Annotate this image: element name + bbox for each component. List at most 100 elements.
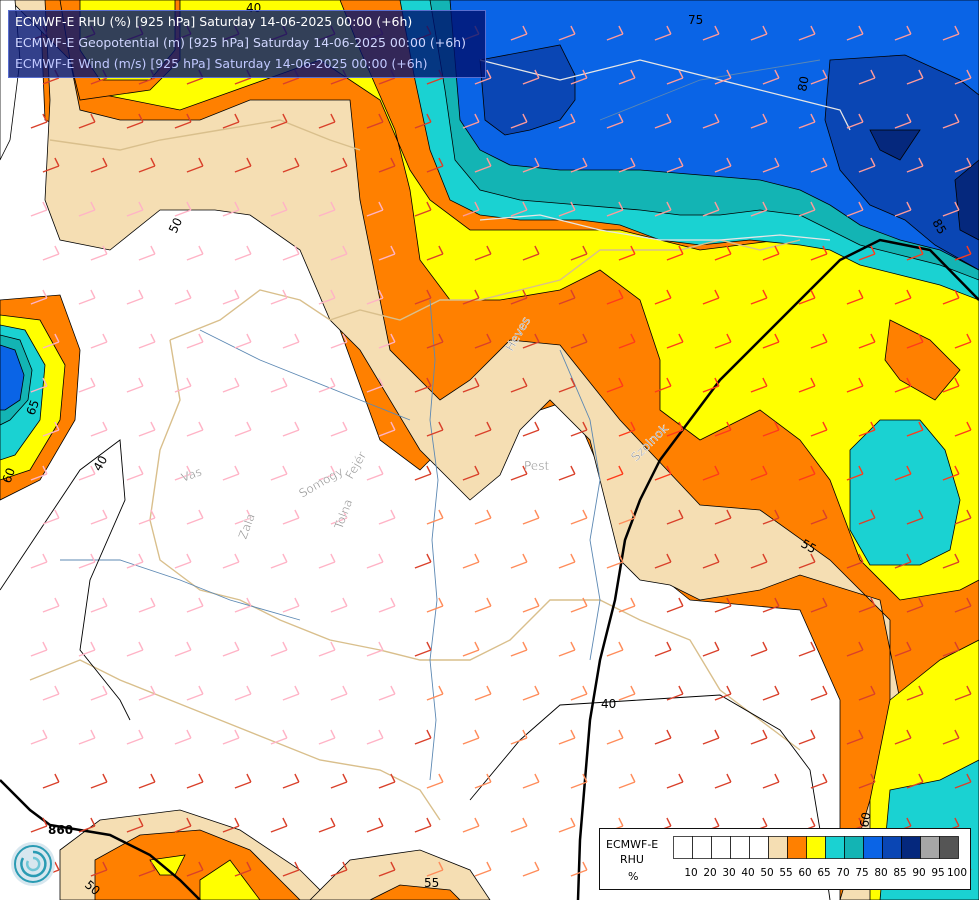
wind-barb [222, 553, 240, 569]
yellow-bottom-2 [199, 859, 261, 900]
border-line [49, 119, 361, 151]
wind-barb [462, 113, 480, 129]
contour-label: 65 [24, 398, 42, 417]
legend-tick-label: 10 [684, 867, 698, 879]
wind-barb [846, 289, 864, 305]
wind-barb [186, 157, 204, 173]
wind-barb [654, 377, 672, 393]
wind-barb [282, 773, 300, 789]
wind-barb [462, 729, 480, 745]
wind-barb [138, 685, 156, 701]
wind-barb [954, 333, 972, 349]
wind-barb [858, 597, 876, 613]
wind-barb [750, 377, 768, 393]
wind-barb [750, 113, 768, 129]
wind-barb [762, 685, 780, 701]
wind-barb [618, 685, 636, 701]
wind-barb [846, 465, 864, 481]
wind-barb [846, 201, 864, 217]
wind-barb [654, 553, 672, 569]
wind-barb [378, 597, 396, 613]
legend-tick-label: 65 [817, 867, 831, 879]
wind-barb [810, 773, 828, 789]
wind-barb [318, 377, 336, 393]
wind-barb [366, 465, 384, 481]
wind-barb [906, 773, 924, 789]
geopotential-contour [576, 238, 979, 900]
wind-barb [186, 685, 204, 701]
wind-barb [318, 289, 336, 305]
darkblue-band-2 [824, 54, 979, 271]
wind-barb [954, 421, 972, 437]
wind-barb [126, 553, 144, 569]
wind-barb [30, 377, 48, 393]
wind-barb [894, 729, 912, 745]
legend-swatch [787, 836, 807, 859]
wind-barb [426, 861, 444, 877]
wind-barb [570, 157, 588, 173]
ecmwf-logo-icon [11, 842, 55, 886]
wind-barb [510, 641, 528, 657]
orange-patch-east [884, 319, 961, 401]
wind-barb [414, 641, 432, 657]
wind-barb [414, 377, 432, 393]
wind-barb [606, 377, 624, 393]
wind-barb [558, 201, 576, 217]
wind-barb [126, 289, 144, 305]
wind-barb [618, 245, 636, 261]
contour-label: 60 [0, 466, 18, 485]
wind-barb [798, 729, 816, 745]
wind-barb [78, 113, 96, 129]
wind-barb [126, 201, 144, 217]
wind-barb [942, 553, 960, 569]
legend-swatch [692, 836, 712, 859]
wind-barb [654, 641, 672, 657]
wind-barb [666, 509, 684, 525]
wind-barb [750, 641, 768, 657]
river-layer [60, 59, 821, 781]
wind-barb [318, 201, 336, 217]
wind-barb [282, 157, 300, 173]
wind-barb [810, 245, 828, 261]
legend-tick-label: 50 [760, 867, 774, 879]
wind-barb [42, 333, 60, 349]
contour-label: 40 [601, 697, 616, 711]
wind-barb [186, 597, 204, 613]
wind-barb [894, 465, 912, 481]
contour-label-layer: 75 80 85 50 65 40 60 55 40 60 55 50 40 8… [0, 1, 949, 898]
wind-barb [126, 641, 144, 657]
wind-barb [78, 817, 96, 833]
title-geopotential: ECMWF-E Geopotential (m) [925 hPa] Satur… [15, 35, 466, 50]
wind-barb [270, 377, 288, 393]
river [599, 59, 821, 121]
wind-barb [462, 465, 480, 481]
wind-barb [906, 509, 924, 525]
wind-barb [330, 157, 348, 173]
river [429, 299, 439, 781]
wind-barb [762, 421, 780, 437]
wind-barb [894, 641, 912, 657]
wind-barb [234, 773, 252, 789]
wind-barb [906, 157, 924, 173]
river [559, 349, 601, 661]
wind-barb [558, 465, 576, 481]
wind-barb [762, 509, 780, 525]
wind-barb [426, 597, 444, 613]
wind-barb [30, 641, 48, 657]
region-label-somogy: Somogy [297, 464, 346, 500]
wind-barb [510, 113, 528, 129]
wind-barb [810, 597, 828, 613]
wind-barb [330, 509, 348, 525]
wind-barb [234, 245, 252, 261]
wind-barb [42, 245, 60, 261]
contour-label: 55 [424, 876, 439, 890]
wind-barb [954, 685, 972, 701]
wind-barb [90, 157, 108, 173]
wind-barb [270, 641, 288, 657]
wind-barb [894, 113, 912, 129]
wind-barb [762, 773, 780, 789]
wind-barb [570, 685, 588, 701]
title-wind: ECMWF-E Wind (m/s) [925 hPa] Saturday 14… [15, 56, 428, 71]
legend-swatch [711, 836, 731, 859]
wind-barb [222, 465, 240, 481]
